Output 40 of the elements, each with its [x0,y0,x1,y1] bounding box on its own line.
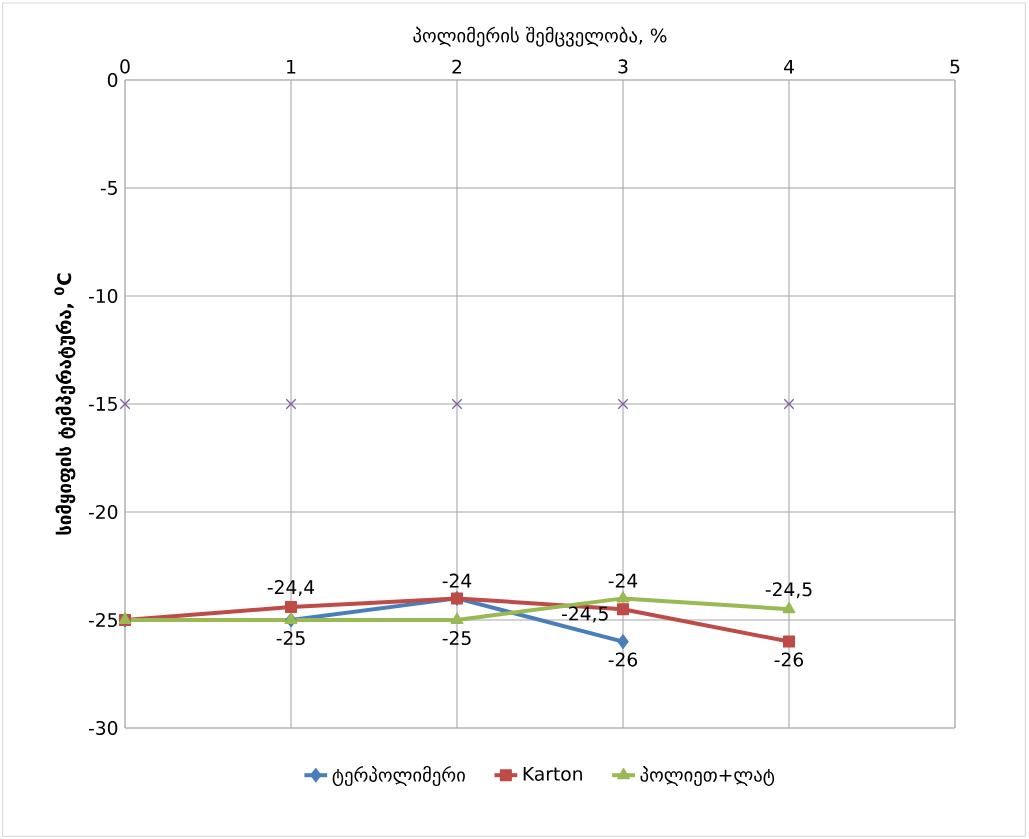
point [451,398,463,410]
point [285,601,298,614]
point [783,398,795,410]
point [617,603,629,616]
data-label: -25 [442,630,471,646]
point [119,398,131,410]
x-tick-label: 5 [950,59,960,74]
x-tick-label: 1 [287,59,296,74]
point [450,612,464,624]
data-label: -26 [608,652,638,667]
y-tick-label: -5 [100,181,117,195]
x-tick-label: 2 [452,59,462,74]
y-tick-label: -20 [88,504,118,520]
data-label: -24,4 [267,580,315,597]
data-label: -24,5 [765,582,812,599]
x-tick-label: 3 [618,59,628,74]
legend-label: Karton [523,766,582,781]
y-tick-label: -30 [88,720,118,736]
point [617,398,629,410]
legend-label: პოლიეთ+ლატ [640,766,775,786]
data-label: -26 [774,652,804,667]
data-label: -24 [442,573,472,588]
x-tick-label: 0 [120,59,130,74]
x-tick-label: 4 [783,59,794,74]
y-tick-label: -25 [88,612,117,628]
point [617,634,629,649]
data-label: -24 [608,573,638,588]
point [285,398,297,410]
point [284,612,298,624]
legend-label: ტერპოლიმერი [332,765,465,787]
point [783,635,795,648]
point [616,591,630,603]
data-label: -25 [276,630,305,646]
y-tick-label: -15 [88,397,117,411]
y-tick-label: -10 [88,288,118,304]
y-axis-title: სიმყიფის ტემპერატურა, $^{0}$C [54,273,76,535]
point [782,601,796,614]
x-axis-title: პოლიმერის შემცველობა, % [413,26,667,47]
y-tick-label: 0 [107,72,118,88]
data-label: -24,5 [562,606,608,623]
